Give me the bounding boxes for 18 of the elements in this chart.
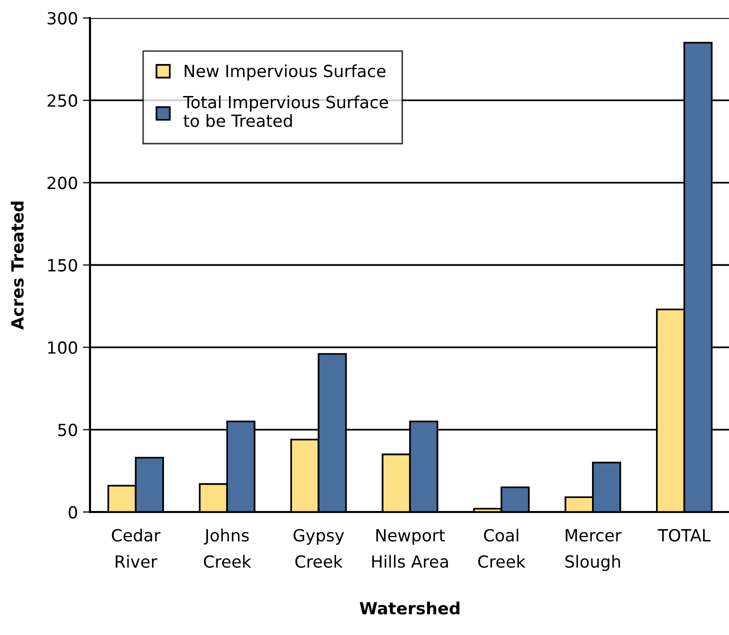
x-tick-label: Cedar River	[112, 528, 160, 568]
y-tick-label: 200	[48, 176, 78, 190]
x-tick-label: TOTAL	[658, 528, 711, 542]
y-tick-label: 300	[48, 12, 78, 25]
y-tick-label: 100	[48, 341, 78, 354]
y-tick-label: 0	[68, 506, 78, 519]
legend-label: Total Impervious Surface to be Treated	[183, 95, 388, 128]
legend-label: New Impervious Surface	[184, 64, 386, 80]
y-axis-title: Acres Treated	[10, 202, 24, 330]
x-tick-label: Mercer Slough	[565, 529, 622, 572]
x-tick-label: Coal Creek	[478, 528, 526, 568]
x-tick-label: Gypsy Creek	[294, 528, 344, 568]
y-tick-label: 150	[48, 258, 78, 272]
y-tick-label: 50	[58, 424, 78, 436]
x-axis-title: Watershed	[360, 602, 460, 615]
x-tick-label: Newport Hills Area	[372, 529, 448, 568]
y-tick-label: 250	[48, 94, 78, 107]
x-tick-label: Johns Creek	[204, 528, 252, 568]
